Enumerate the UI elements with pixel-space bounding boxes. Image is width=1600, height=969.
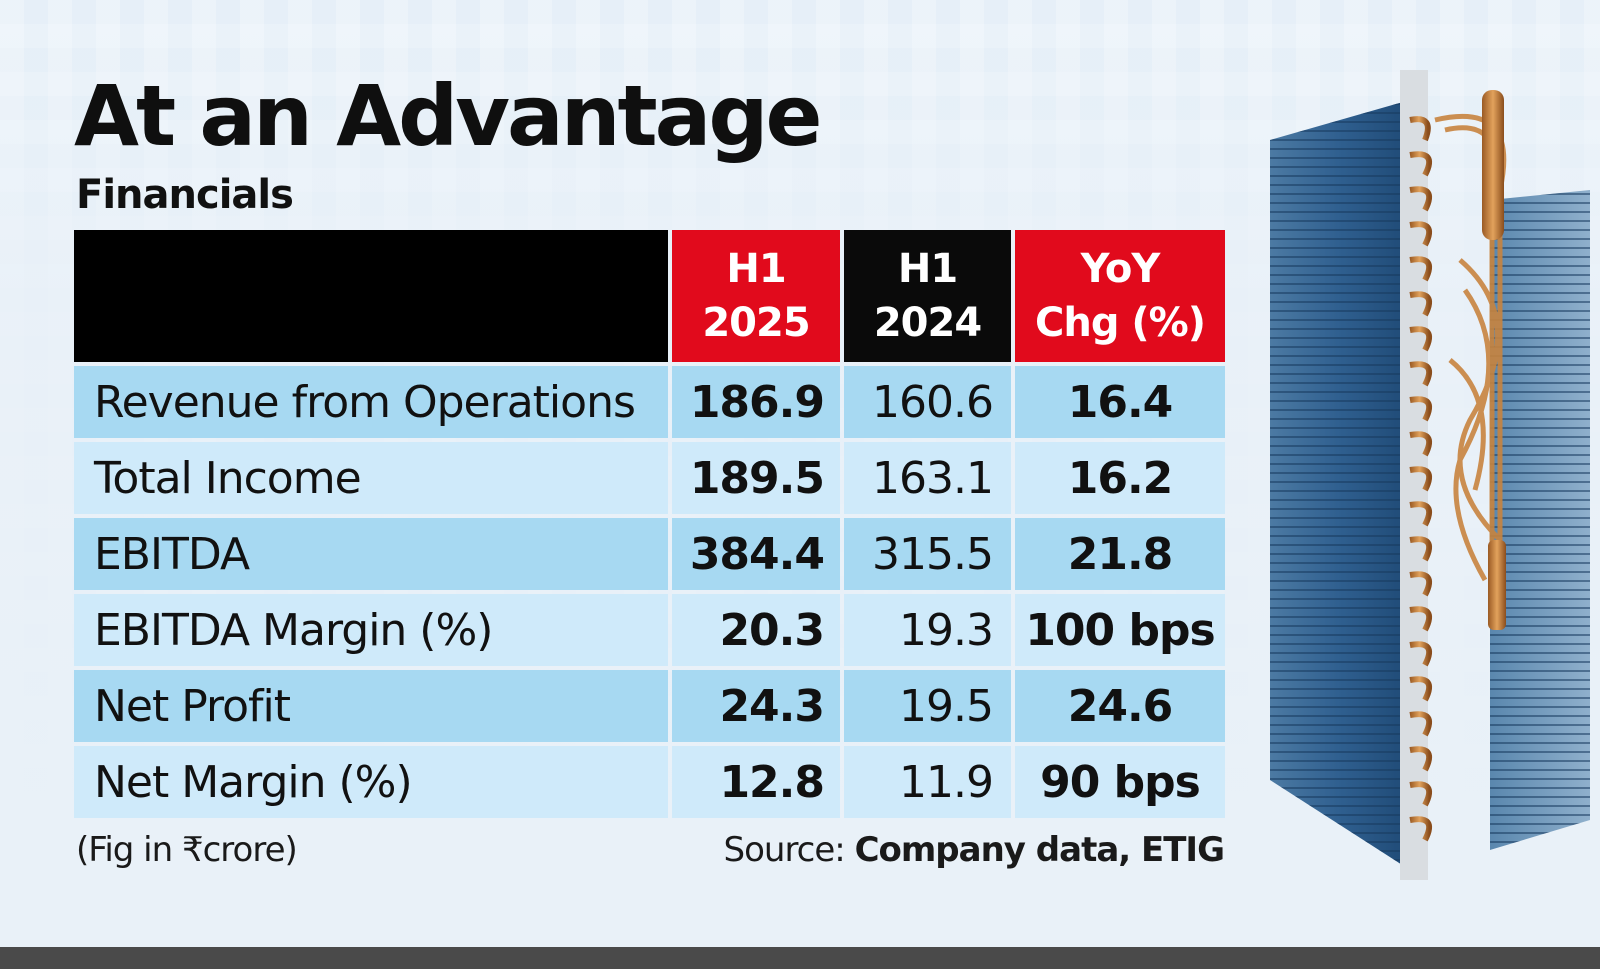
header-blank-cell [74, 230, 668, 362]
header-h1-2025: H1 2025 [672, 230, 840, 362]
footnote: (Fig in ₹crore) [76, 830, 298, 870]
header-line: 2024 [873, 300, 982, 346]
value-h1-2024: 11.9 [844, 746, 1011, 818]
header-line: Chg (%) [1034, 300, 1206, 346]
row-label: Net Margin (%) [74, 746, 668, 818]
page-subtitle: Financials [76, 172, 294, 218]
header-yoy-change: YoY Chg (%) [1015, 230, 1225, 362]
value-yoy: 16.2 [1015, 442, 1225, 514]
source-prefix: Source: [723, 830, 855, 870]
value-h1-2024: 163.1 [844, 442, 1011, 514]
value-yoy: 100 bps [1015, 594, 1225, 666]
value-h1-2025: 384.4 [672, 518, 840, 590]
value-yoy: 90 bps [1015, 746, 1225, 818]
table-row: Net Profit 24.3 19.5 24.6 [74, 670, 1225, 742]
value-h1-2025: 20.3 [672, 594, 840, 666]
table-row: EBITDA 384.4 315.5 21.8 [74, 518, 1225, 590]
row-label: EBITDA Margin (%) [74, 594, 668, 666]
row-label: EBITDA [74, 518, 668, 590]
ac-condenser-coil-image [1270, 70, 1590, 880]
value-h1-2024: 19.3 [844, 594, 1011, 666]
header-line: YoY [1080, 246, 1161, 292]
row-label: Net Profit [74, 670, 668, 742]
value-h1-2025: 186.9 [672, 366, 840, 438]
value-h1-2025: 12.8 [672, 746, 840, 818]
value-h1-2025: 189.5 [672, 442, 840, 514]
table-row: Total Income 189.5 163.1 16.2 [74, 442, 1225, 514]
value-h1-2024: 315.5 [844, 518, 1011, 590]
header-line: H1 [897, 246, 958, 292]
bottom-bar [0, 947, 1600, 969]
table-header-row: H1 2025 H1 2024 YoY Chg (%) [74, 230, 1225, 362]
source-credit: Source: Company data, ETIG [723, 830, 1225, 870]
value-h1-2024: 160.6 [844, 366, 1011, 438]
value-h1-2025: 24.3 [672, 670, 840, 742]
row-label: Total Income [74, 442, 668, 514]
value-yoy: 16.4 [1015, 366, 1225, 438]
table-row: Revenue from Operations 186.9 160.6 16.4 [74, 366, 1225, 438]
row-label: Revenue from Operations [74, 366, 668, 438]
value-yoy: 24.6 [1015, 670, 1225, 742]
header-h1-2024: H1 2024 [844, 230, 1011, 362]
header-line: 2025 [702, 300, 810, 346]
source-name: Company data, ETIG [854, 830, 1225, 870]
table-row: EBITDA Margin (%) 20.3 19.3 100 bps [74, 594, 1225, 666]
table-row: Net Margin (%) 12.8 11.9 90 bps [74, 746, 1225, 818]
financials-table: H1 2025 H1 2024 YoY Chg (%) Revenue from… [70, 226, 1229, 822]
header-line: H1 [726, 246, 786, 292]
value-h1-2024: 19.5 [844, 670, 1011, 742]
page-title: At an Advantage [74, 67, 822, 165]
value-yoy: 21.8 [1015, 518, 1225, 590]
